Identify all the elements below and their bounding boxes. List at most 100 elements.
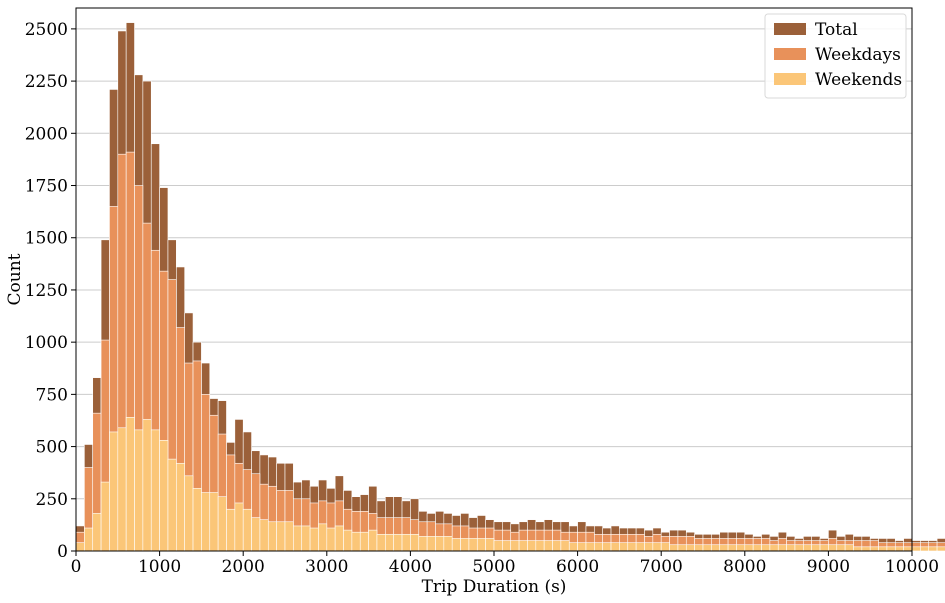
- legend-label-weekends: Weekends: [815, 70, 902, 90]
- bar-weekends: [150, 429, 160, 552]
- bar-weekends: [911, 546, 921, 552]
- x-tick-label: 7000: [640, 557, 683, 577]
- legend-swatch-total: [774, 23, 806, 35]
- bar-weekends: [527, 540, 537, 552]
- y-tick-label: 1500: [25, 229, 68, 249]
- bar-weekends: [75, 542, 85, 552]
- bar-weekends: [836, 544, 846, 552]
- bar-weekends: [117, 427, 127, 552]
- x-axis-title: Trip Duration (s): [422, 577, 567, 597]
- bar-weekends: [677, 544, 687, 552]
- bar-weekends: [819, 544, 829, 552]
- bar-weekends: [502, 540, 512, 552]
- x-axis: 0 1000 2000 3000 4000 5000 6000 7000 8000 9000 100…: [71, 551, 939, 577]
- bar-weekends: [853, 546, 863, 552]
- bar-weekends: [568, 542, 578, 552]
- bar-weekends: [167, 458, 177, 552]
- bar-weekends: [134, 429, 144, 552]
- bar-weekends: [284, 521, 294, 552]
- bar-weekends: [201, 492, 211, 552]
- bar-weekends: [577, 542, 587, 552]
- bar-weekends: [803, 544, 812, 552]
- bar-weekends: [209, 492, 219, 552]
- bar-weekends: [811, 544, 821, 552]
- bar-weekends: [351, 531, 361, 552]
- bar-weekends: [711, 544, 721, 552]
- bar-weekends: [878, 546, 888, 552]
- bar-weekends: [694, 544, 704, 552]
- y-axis: 0 250 500 750 1000 1250 1500 1750 2000 2250 2500: [25, 20, 76, 562]
- bar-weekends: [92, 513, 102, 552]
- bar-weekends: [660, 542, 670, 552]
- bar-weekends: [451, 538, 461, 552]
- bar-weekends: [794, 544, 804, 552]
- bar-weekends: [276, 521, 286, 552]
- legend-swatch-weekdays: [774, 48, 806, 60]
- bar-weekends: [552, 540, 562, 552]
- legend: Total Weekdays Weekends: [764, 13, 907, 99]
- bar-weekends: [267, 521, 277, 552]
- bar-weekends: [125, 417, 135, 552]
- x-tick-label: 2000: [222, 557, 265, 577]
- bar-weekends: [644, 542, 654, 552]
- bar-weekends: [861, 546, 871, 552]
- bar-weekends: [217, 496, 227, 552]
- bar-weekends: [326, 527, 336, 552]
- bar-weekends: [176, 462, 185, 552]
- bar-weekends: [368, 529, 378, 552]
- bar-weekends: [543, 540, 553, 552]
- legend-label-total: Total: [815, 20, 858, 40]
- bar-weekends: [309, 527, 319, 552]
- bar-weekends: [719, 544, 729, 552]
- bar-weekends: [468, 538, 478, 552]
- bar-weekends: [418, 536, 428, 552]
- bar-weekends: [376, 533, 386, 552]
- bar-weekends: [786, 544, 796, 552]
- bar-weekends: [585, 542, 595, 552]
- bar-weekends: [518, 540, 528, 552]
- bar-weekends: [610, 542, 620, 552]
- bar-weekends: [385, 533, 394, 552]
- bar-weekends: [928, 546, 938, 552]
- bar-weekends: [594, 542, 603, 552]
- bar-weekends: [493, 540, 503, 552]
- bar-weekends: [761, 544, 771, 552]
- y-tick-label: 250: [36, 490, 68, 510]
- y-tick-label: 2500: [25, 20, 68, 40]
- bar-weekends: [334, 525, 344, 552]
- x-tick-label: 8000: [723, 557, 766, 577]
- bar-weekends: [485, 538, 495, 552]
- bar-weekends: [251, 517, 261, 552]
- legend-label-weekdays: Weekdays: [815, 45, 901, 65]
- y-tick-label: 0: [57, 542, 68, 562]
- y-tick-label: 1000: [25, 333, 68, 353]
- bar-weekends: [84, 527, 94, 552]
- y-tick-label: 500: [36, 438, 68, 458]
- bar-weekends: [869, 546, 879, 552]
- bar-weekends: [635, 542, 645, 552]
- bar-weekends: [510, 540, 520, 552]
- bar-weekends: [936, 546, 945, 552]
- bar-weekends: [652, 542, 662, 552]
- x-tick-label: 0: [71, 557, 82, 577]
- x-tick-label: 6000: [556, 557, 599, 577]
- bar-weekends: [894, 546, 904, 552]
- bar-weekends: [460, 538, 470, 552]
- bar-weekends: [443, 536, 453, 552]
- y-tick-label: 750: [36, 385, 68, 405]
- bar-weekends: [142, 419, 152, 552]
- bar-weekends: [886, 546, 896, 552]
- bar-weekends: [426, 536, 436, 552]
- x-tick-label: 4000: [389, 557, 432, 577]
- bar-weekends: [293, 525, 303, 552]
- y-tick-label: 2250: [25, 72, 68, 92]
- bar-weekends: [301, 525, 311, 552]
- bar-weekends: [359, 531, 369, 552]
- x-tick-label: 9000: [807, 557, 850, 577]
- y-tick-label: 2000: [25, 124, 68, 144]
- bar-weekends: [393, 533, 403, 552]
- x-tick-label: 3000: [305, 557, 348, 577]
- bar-weekends: [234, 502, 244, 552]
- x-tick-label: 10000: [885, 557, 939, 577]
